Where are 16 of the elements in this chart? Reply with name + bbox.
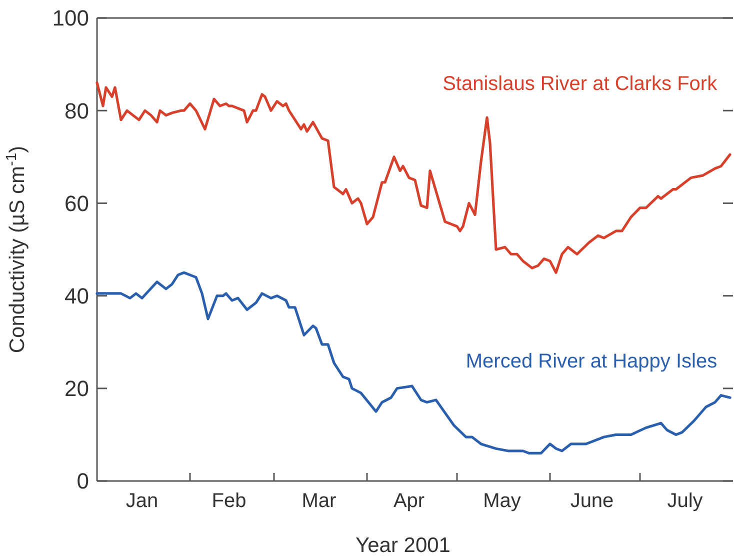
y-tick-label: 100 xyxy=(52,6,89,31)
text: Stanislaus River at Clarks Fork xyxy=(442,72,718,95)
y-tick-label: 60 xyxy=(64,190,89,216)
y-tick-label: 40 xyxy=(64,284,89,308)
x-tick-label: Feb xyxy=(212,490,246,512)
x-axis-title: Year 2001 xyxy=(356,534,450,557)
series-label: Merced River at Happy Isles xyxy=(466,350,718,373)
y-tick-label: 80 xyxy=(64,98,89,124)
y-tick-label: 0 xyxy=(76,468,89,494)
x-tick-label: May xyxy=(483,490,521,512)
x-tick-label: Apr xyxy=(393,490,425,512)
y-tick-label: 20 xyxy=(64,376,89,402)
x-tick-label: Jan xyxy=(126,490,158,512)
x-tick-label: Mar xyxy=(302,490,337,512)
x-tick-label: July xyxy=(667,490,703,512)
x-tick-label: June xyxy=(570,490,614,512)
